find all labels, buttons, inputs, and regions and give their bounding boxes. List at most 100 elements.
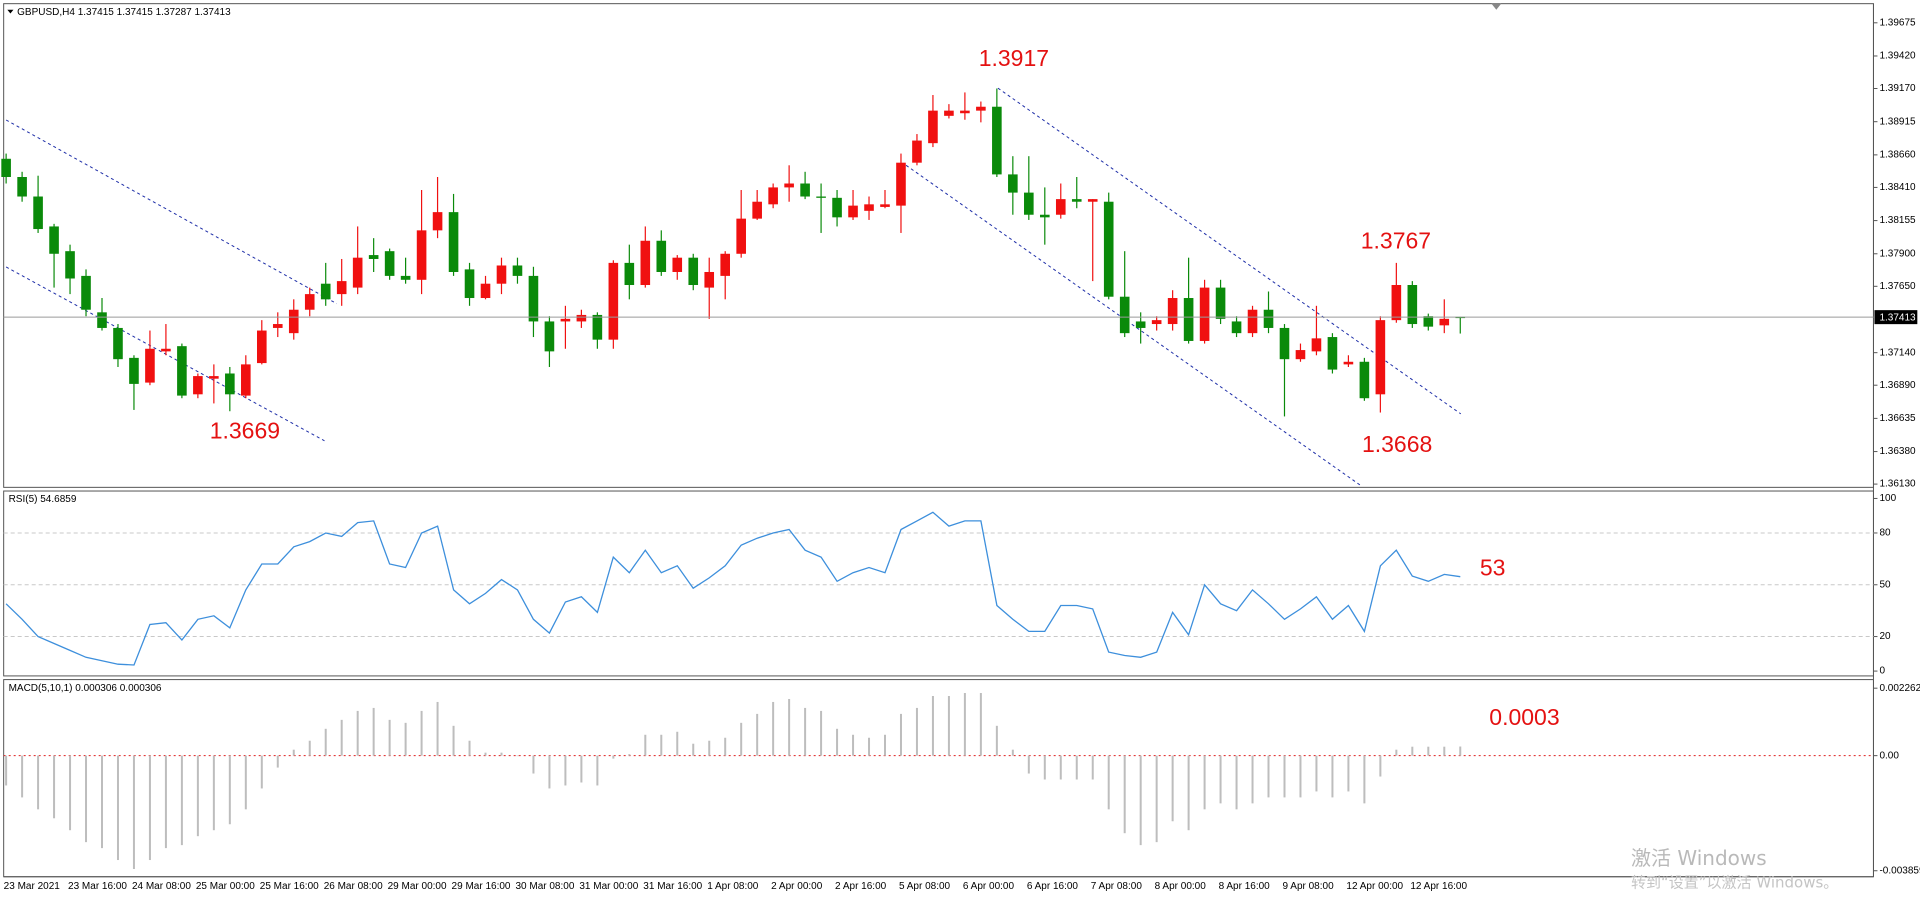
candle-body [113, 327, 123, 360]
macd-bar [1139, 755, 1142, 846]
candle-body [416, 230, 427, 280]
macd-bar [995, 725, 998, 756]
macd-bar [1091, 755, 1094, 780]
macd-bar [292, 749, 295, 756]
macd-bar [101, 755, 103, 849]
candle-body [768, 187, 778, 205]
candle-body [336, 281, 347, 295]
shift-marker [1491, 3, 1502, 10]
macd-bar [772, 701, 775, 756]
candle-body [81, 275, 91, 310]
macd-bar [132, 755, 135, 869]
macd-bar [564, 755, 567, 786]
candle-body [864, 204, 874, 211]
macd-bar [484, 752, 487, 756]
x-tick-label: 7 Apr 08:00 [1091, 881, 1143, 892]
x-tick-label: 30 Mar 08:00 [515, 881, 574, 892]
candle-body [1279, 327, 1290, 360]
y-tick-label: -0.003859 [1879, 865, 1920, 876]
candle-body [352, 257, 363, 288]
candle-body [816, 196, 826, 198]
macd-bar [228, 755, 231, 825]
candle-body [912, 140, 922, 163]
macd-bar [1011, 749, 1014, 756]
x-tick-label: 29 Mar 00:00 [388, 881, 447, 892]
x-tick-label: 25 Mar 00:00 [196, 881, 255, 892]
x-tick-label: 23 Mar 2021 [4, 881, 61, 892]
candle-body [608, 262, 619, 340]
x-tick-label: 12 Apr 00:00 [1346, 881, 1403, 892]
x-tick-label: 1 Apr 08:00 [707, 881, 759, 892]
candle-body [1231, 321, 1242, 334]
candle-body [496, 265, 507, 284]
macd-bar [1363, 755, 1366, 804]
macd-bar [884, 734, 886, 756]
candle-body [784, 183, 794, 188]
macd-bar [1299, 755, 1302, 798]
candle-body [528, 275, 539, 322]
macd-bar [1155, 755, 1158, 843]
candle-body [33, 196, 43, 230]
candle-body [129, 357, 139, 384]
macd-bar [1331, 755, 1334, 798]
candle-body [225, 373, 235, 395]
macd-bar [612, 755, 615, 759]
macd-bar [244, 755, 247, 810]
candle-body [384, 251, 395, 276]
candle-body [1119, 296, 1130, 334]
y-tick-label: 100 [1879, 493, 1896, 504]
macd-bar [37, 755, 40, 810]
macd-bar [1059, 755, 1062, 780]
candle-body [720, 253, 731, 276]
x-tick-label: 6 Apr 16:00 [1027, 881, 1079, 892]
macd-bar [740, 722, 743, 756]
candle-body [1008, 174, 1018, 193]
y-tick-label: 0.00 [1879, 750, 1899, 761]
candle-body [1375, 320, 1386, 395]
macd-bar [660, 734, 663, 756]
macd-bar [931, 695, 934, 756]
candle-body [1343, 361, 1354, 365]
candle-body [944, 110, 954, 116]
candle-body [960, 110, 970, 114]
candle-body [1055, 199, 1066, 215]
menu-triangle [7, 9, 14, 14]
macd-bar [947, 695, 950, 756]
macd-bar [1459, 746, 1462, 756]
macd-bar [1107, 755, 1110, 810]
macd-bar [1379, 755, 1382, 777]
candle-body [672, 257, 683, 272]
y-tick-label: 1.38410 [1879, 182, 1916, 193]
x-tick-label: 24 Mar 08:00 [132, 881, 191, 892]
macd-bar [580, 755, 583, 783]
y-tick-label: 1.38660 [1879, 150, 1916, 161]
candle-body [576, 314, 587, 322]
macd-bar [692, 743, 695, 756]
candle-body [1215, 287, 1226, 319]
candle-body [736, 218, 746, 254]
x-tick-label: 29 Mar 16:00 [452, 881, 511, 892]
macd-bar [404, 722, 407, 756]
annotation: 1.3668 [1362, 431, 1432, 457]
x-tick-label: 5 Apr 08:00 [899, 881, 951, 892]
macd-bar [452, 725, 455, 756]
annotation: 1.3669 [210, 417, 280, 443]
macd-bar [468, 740, 471, 756]
y-tick-label: 1.37900 [1879, 248, 1916, 259]
candle-body [896, 162, 906, 206]
candle-body [880, 204, 890, 207]
candle-body [1151, 320, 1162, 325]
candle-body [560, 318, 571, 322]
x-tick-label: 6 Apr 00:00 [963, 881, 1015, 892]
y-tick-label: 1.39420 [1879, 51, 1916, 62]
watermark: 激活 Windows [1631, 846, 1767, 870]
macd-bar [388, 719, 391, 756]
y-tick-label: 1.39170 [1879, 83, 1916, 94]
y-tick-label: 1.36130 [1879, 479, 1916, 490]
macd-bar [979, 693, 982, 756]
macd-bar [324, 728, 327, 756]
candle-body [1423, 316, 1434, 327]
macd-bar [1283, 755, 1286, 798]
y-tick-label: 1.36890 [1879, 380, 1916, 391]
